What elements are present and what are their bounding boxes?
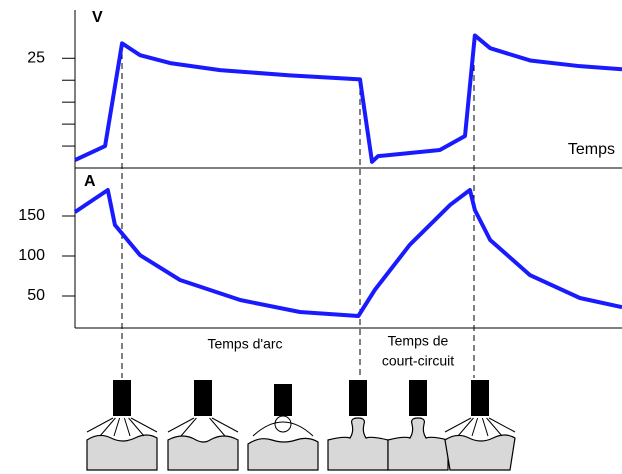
axis-label: A [84,173,96,190]
workpiece [248,438,318,470]
workpiece [445,435,515,470]
data-line [75,190,622,316]
data-line [75,35,622,161]
arc-ray [472,418,478,436]
y-tick-label: 100 [18,247,45,264]
arc-ray [114,418,120,436]
y-tick-label: 50 [27,287,45,304]
y-tick-label: 150 [18,207,45,224]
nozzle [194,380,212,416]
nozzle [409,380,427,416]
nozzle [274,384,292,416]
chart: V Temps A Temps d'arc Temps de court-cir… [0,0,622,474]
annotation: court-circuit [382,353,454,369]
y-tick-label: 25 [27,49,45,66]
nozzle [349,380,367,416]
workpiece [328,418,388,470]
droplet [275,416,291,432]
phase-lines [122,35,474,378]
nozzle [471,380,489,416]
annotation: Temps de [388,333,449,349]
axis-label: V [92,9,103,26]
workpiece [388,418,448,470]
workpiece [87,435,157,470]
arc-ray [482,418,488,436]
axis-label: Temps [568,141,615,158]
nozzle [113,380,131,416]
annotation: Temps d'arc [207,336,282,352]
arc-ray [124,418,130,436]
welding-icons [87,380,515,470]
workpiece [168,436,238,470]
